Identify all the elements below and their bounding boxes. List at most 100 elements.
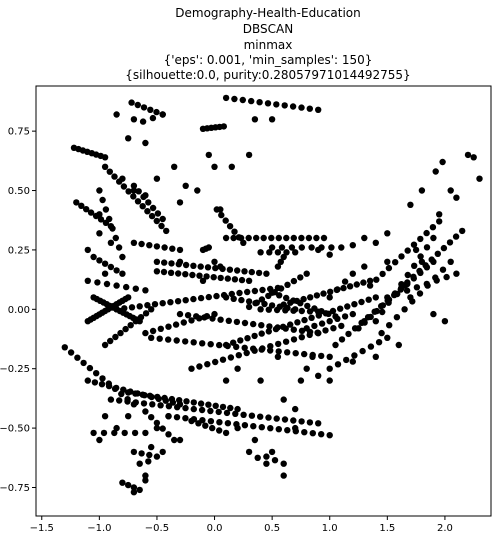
data-point (250, 423, 257, 430)
data-point (182, 415, 189, 422)
data-point (378, 329, 385, 337)
data-point (322, 327, 329, 334)
data-point (257, 377, 264, 384)
data-point (272, 325, 280, 333)
data-point (165, 403, 173, 410)
data-point (149, 327, 157, 335)
data-point (182, 182, 189, 189)
data-point (153, 217, 160, 225)
data-point (199, 246, 207, 254)
data-point (107, 337, 114, 345)
data-point (476, 175, 483, 182)
data-point (131, 429, 139, 437)
x-tick-label: 1.5 (379, 523, 395, 534)
data-point (145, 458, 152, 465)
data-point (384, 334, 391, 341)
data-point (326, 318, 333, 325)
data-point (393, 314, 401, 321)
data-point (306, 331, 313, 339)
data-point (258, 322, 265, 329)
data-point (280, 253, 287, 261)
data-point (211, 163, 218, 170)
data-point (293, 297, 301, 305)
data-point (130, 187, 138, 194)
data-point (190, 262, 197, 269)
data-point (322, 310, 330, 317)
data-point (96, 230, 103, 237)
data-point (411, 262, 418, 269)
data-point (101, 260, 109, 267)
data-point (428, 256, 435, 263)
data-point (355, 325, 362, 332)
data-point (180, 319, 187, 326)
data-point (149, 114, 157, 122)
data-point (197, 400, 205, 407)
data-point (241, 344, 248, 351)
data-point (111, 429, 118, 437)
data-point (207, 418, 215, 425)
data-point (142, 408, 149, 415)
data-point (284, 427, 291, 434)
data-point (113, 424, 120, 432)
data-point (315, 308, 322, 315)
data-point (161, 259, 168, 266)
data-point (146, 242, 153, 249)
data-point (205, 151, 212, 159)
data-point (341, 313, 349, 320)
data-point (306, 105, 313, 112)
data-point (223, 409, 231, 417)
data-point (372, 318, 379, 325)
data-point (113, 282, 120, 289)
data-point (176, 436, 184, 444)
data-point (230, 339, 237, 346)
data-point (139, 118, 147, 125)
data-point (171, 436, 178, 444)
data-point (280, 472, 287, 479)
chart-title-line-2: DBSCAN (243, 22, 293, 36)
data-point (107, 263, 115, 271)
data-point (307, 294, 314, 301)
data-point (303, 365, 310, 372)
data-point (173, 414, 181, 421)
data-point (182, 261, 190, 269)
data-point (224, 275, 231, 282)
data-point (446, 239, 454, 246)
data-point (148, 414, 155, 421)
data-point (326, 353, 333, 360)
data-point (159, 215, 166, 223)
data-point (447, 187, 454, 194)
data-point (328, 244, 335, 251)
data-point (403, 287, 411, 294)
data-point (175, 270, 182, 277)
data-point (96, 187, 103, 194)
data-point (146, 392, 154, 399)
data-point (443, 273, 450, 281)
data-point (176, 397, 183, 404)
data-point (67, 349, 75, 356)
data-point (182, 404, 189, 412)
data-point (265, 414, 272, 421)
data-point (245, 151, 253, 159)
data-point (230, 295, 237, 302)
data-point (281, 416, 289, 423)
data-point (106, 215, 113, 223)
data-point (83, 206, 90, 213)
data-point (148, 212, 156, 220)
data-point (266, 249, 273, 256)
data-point (413, 284, 421, 291)
data-point (361, 234, 368, 242)
chart-title-line-1: Demography-Health-Education (175, 6, 360, 20)
data-point (73, 199, 80, 206)
data-point (234, 267, 241, 274)
data-point (434, 250, 441, 257)
data-point (384, 230, 391, 237)
data-point (277, 258, 284, 265)
data-point (139, 203, 146, 210)
data-point (149, 204, 157, 212)
data-point (125, 188, 132, 195)
data-point (169, 245, 176, 252)
data-point (332, 341, 339, 349)
data-point (432, 274, 439, 281)
data-point (216, 419, 223, 426)
data-point (384, 258, 391, 265)
